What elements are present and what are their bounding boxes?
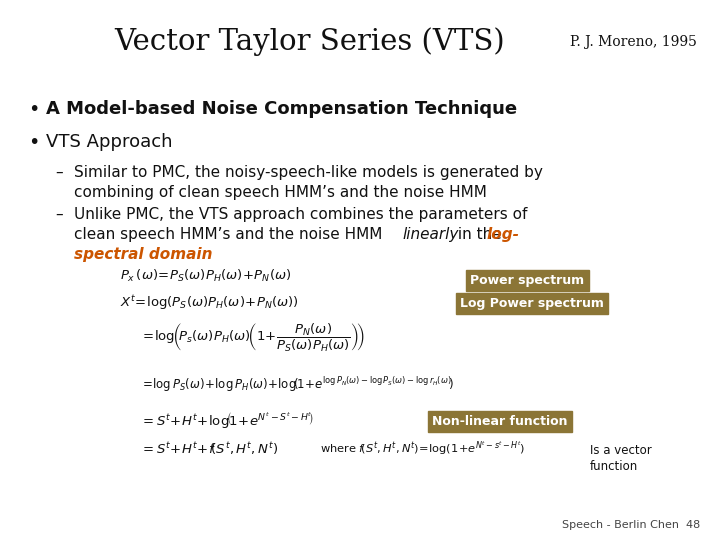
Text: Unlike PMC, the VTS approach combines the parameters of: Unlike PMC, the VTS approach combines th… (74, 207, 527, 222)
Text: $P_x\,(\omega)\!=\!P_S(\omega)P_H(\omega)\!+\!P_N(\omega)$: $P_x\,(\omega)\!=\!P_S(\omega)P_H(\omega… (120, 268, 292, 284)
Text: A Model-based Noise Compensation Technique: A Model-based Noise Compensation Techniq… (46, 100, 517, 118)
Text: •: • (28, 133, 40, 152)
Text: –: – (55, 165, 63, 180)
Text: Non-linear function: Non-linear function (432, 415, 567, 428)
Text: P. J. Moreno, 1995: P. J. Moreno, 1995 (570, 35, 697, 49)
Text: function: function (590, 460, 638, 473)
Text: log-: log- (487, 227, 520, 242)
Text: $=S^t\!+\!H^t\!+\!\log\!\!\left(\!1\!+\!e^{N^t-S^t-H^t}\!\right)$: $=S^t\!+\!H^t\!+\!\log\!\!\left(\!1\!+\!… (140, 410, 314, 430)
Text: spectral domain: spectral domain (74, 247, 212, 262)
Text: $=\!\log\!\!\left(\!P_s(\omega)P_H(\omega)\!\left(1\!+\!\dfrac{P_N(\omega)}{P_S(: $=\!\log\!\!\left(\!P_s(\omega)P_H(\omeg… (140, 322, 365, 354)
Text: $X^t\!=\!\log\!\left(P_S(\omega)P_H(\omega)\!+\!P_N(\omega)\right)$: $X^t\!=\!\log\!\left(P_S(\omega)P_H(\ome… (120, 293, 299, 312)
Text: combining of clean speech HMM’s and the noise HMM: combining of clean speech HMM’s and the … (74, 185, 487, 200)
Text: Vector Taylor Series (VTS): Vector Taylor Series (VTS) (114, 28, 505, 56)
Text: VTS Approach: VTS Approach (46, 133, 173, 151)
Text: •: • (28, 100, 40, 119)
Text: linearly: linearly (402, 227, 459, 242)
Text: Log Power spectrum: Log Power spectrum (460, 297, 604, 310)
Text: Is a vector: Is a vector (590, 444, 652, 457)
Text: Power spectrum: Power spectrum (470, 274, 584, 287)
Text: in the: in the (453, 227, 507, 242)
Text: clean speech HMM’s and the noise HMM: clean speech HMM’s and the noise HMM (74, 227, 387, 242)
Text: Similar to PMC, the noisy-speech-like models is generated by: Similar to PMC, the noisy-speech-like mo… (74, 165, 543, 180)
Text: Speech - Berlin Chen  48: Speech - Berlin Chen 48 (562, 520, 700, 530)
Text: $=S^t\!+\!H^t\!+\!f\!\left(S^t,H^t,N^t\right)$: $=S^t\!+\!H^t\!+\!f\!\left(S^t,H^t,N^t\r… (140, 440, 279, 457)
Text: $=\!\log P_S(\omega)\!+\!\log P_H(\omega)\!+\!\log\!\!\left(\!1\!+\!e^{\log P_N(: $=\!\log P_S(\omega)\!+\!\log P_H(\omega… (140, 375, 454, 394)
Text: where $f\!\left(S^t,H^t,N^t\right)\!=\!\log\!\left(1\!+\!e^{N^t-s^t-H^t}\right)$: where $f\!\left(S^t,H^t,N^t\right)\!=\!\… (320, 440, 526, 457)
Text: –: – (55, 207, 63, 222)
